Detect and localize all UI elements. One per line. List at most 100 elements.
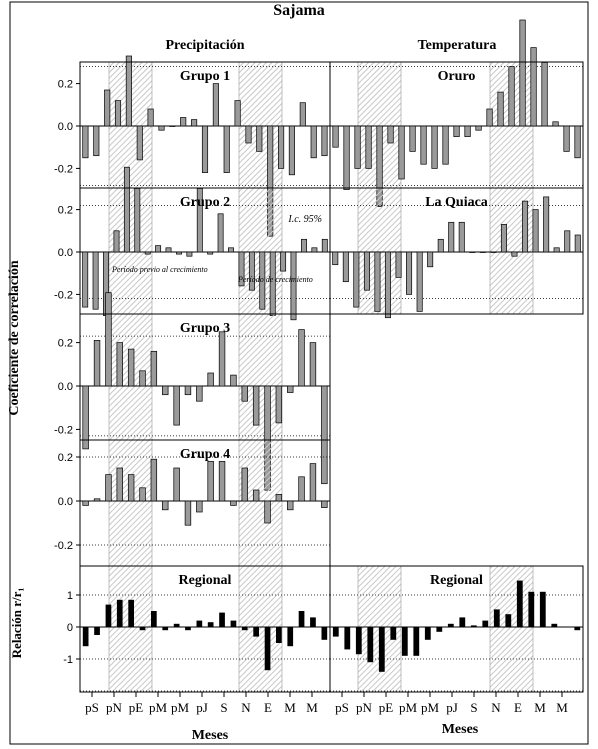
bar xyxy=(543,196,550,253)
bar xyxy=(252,489,260,502)
bar xyxy=(464,125,471,137)
bar xyxy=(217,213,224,253)
bar xyxy=(363,251,370,291)
bar xyxy=(310,617,316,627)
bar xyxy=(387,125,394,144)
panel-title: Grupo 2 xyxy=(180,195,230,210)
panel-title: Regional xyxy=(179,573,232,588)
bar xyxy=(493,609,500,627)
bar xyxy=(522,200,529,253)
bar xyxy=(275,385,283,424)
y-tick-label: 0.2 xyxy=(58,79,73,91)
bar xyxy=(290,251,297,321)
bar xyxy=(82,500,89,506)
bar xyxy=(332,125,339,148)
y-tick-label: 0.2 xyxy=(58,452,73,464)
bar xyxy=(104,89,111,127)
panel-title: Grupo 4 xyxy=(180,447,230,462)
bar xyxy=(116,599,123,627)
growth-period-shade xyxy=(108,565,153,693)
bar xyxy=(288,125,295,176)
bar xyxy=(105,604,112,627)
y-tick-label: 0 xyxy=(67,622,73,634)
bar xyxy=(134,188,141,253)
bar xyxy=(459,617,466,627)
bar xyxy=(505,614,512,627)
bar xyxy=(196,385,203,402)
x-tick-label: M xyxy=(556,700,568,715)
bar xyxy=(511,251,518,257)
bar xyxy=(173,623,180,627)
figure-title: Sajama xyxy=(273,2,325,19)
ci-annotation: I.c. 95% xyxy=(287,214,322,225)
bar xyxy=(353,251,360,308)
bar xyxy=(298,329,305,387)
bar xyxy=(390,627,397,640)
bar xyxy=(406,251,413,295)
y-tick-label: 0.0 xyxy=(58,247,73,259)
y-tick-label: -0.2 xyxy=(54,540,73,552)
bar xyxy=(191,119,198,127)
bar xyxy=(223,125,230,173)
bar xyxy=(367,627,374,663)
bar xyxy=(395,251,402,278)
panel-title: Regional xyxy=(430,573,483,588)
bar xyxy=(424,627,431,640)
bar xyxy=(409,125,416,152)
bar xyxy=(196,620,203,627)
bar xyxy=(123,166,130,253)
y-tick-label: 1 xyxy=(67,590,73,602)
bar xyxy=(298,476,305,502)
bar xyxy=(173,385,180,426)
bar xyxy=(94,627,100,635)
bar xyxy=(173,467,180,502)
bar xyxy=(139,627,146,631)
x-tick-label: S xyxy=(220,700,227,715)
bar xyxy=(497,91,504,127)
bar xyxy=(453,125,460,137)
bar xyxy=(469,251,476,253)
bar xyxy=(144,251,151,255)
bar xyxy=(162,500,169,511)
bar xyxy=(532,209,539,253)
growth-period-shade xyxy=(238,61,283,189)
bar xyxy=(278,125,285,169)
bar xyxy=(180,117,187,127)
y-axis-title-main: Coeficiente de correlación xyxy=(7,260,22,416)
bar xyxy=(151,611,157,627)
bar xyxy=(207,251,214,255)
x-axis-title-right: Meses xyxy=(441,722,479,737)
panel-title: Grupo 1 xyxy=(180,69,230,84)
x-tick-label: M xyxy=(534,700,546,715)
bar xyxy=(311,247,318,253)
annotation-growth-period: Período de crecimiento xyxy=(237,275,313,284)
bar xyxy=(162,385,169,396)
y-tick-label: -0.2 xyxy=(54,289,73,301)
figure-border xyxy=(9,1,589,745)
bar xyxy=(321,627,328,640)
x-tick-label: pM xyxy=(421,700,440,715)
bar xyxy=(150,458,158,502)
bar xyxy=(562,627,569,628)
growth-period-shade xyxy=(108,439,153,567)
bar xyxy=(169,125,176,127)
x-tick-label: M xyxy=(306,700,318,715)
bar xyxy=(184,385,192,396)
bar xyxy=(147,108,154,127)
x-tick-label: N xyxy=(241,700,251,715)
bar xyxy=(321,238,328,253)
bar xyxy=(287,385,294,393)
bar xyxy=(248,251,255,291)
bar xyxy=(162,627,169,631)
bar xyxy=(564,230,571,253)
bar xyxy=(252,385,260,426)
bar xyxy=(82,385,89,450)
bar xyxy=(230,620,237,627)
bar xyxy=(420,125,427,165)
bar xyxy=(448,221,455,253)
bar xyxy=(431,125,438,169)
bar xyxy=(374,251,381,312)
bar xyxy=(516,580,523,627)
bar xyxy=(176,251,182,255)
x-tick-label: pE xyxy=(129,700,144,715)
